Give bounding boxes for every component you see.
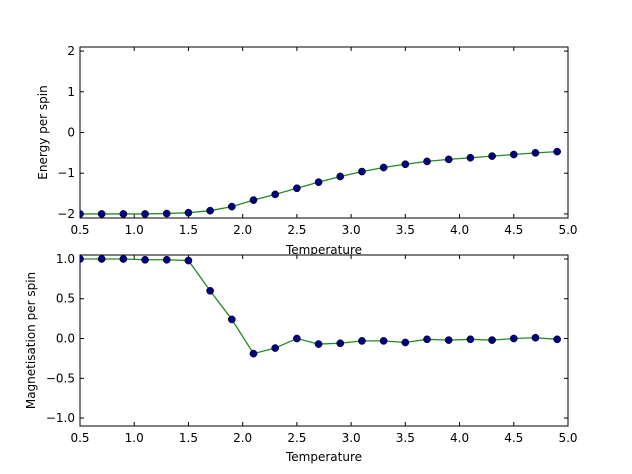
magnetisation-data-point	[466, 335, 475, 344]
energy-data-point	[488, 152, 496, 160]
magnetisation-x-tick-label: 5.0	[558, 431, 577, 445]
energy-data-point	[531, 149, 540, 157]
energy-data-point	[227, 202, 236, 211]
magnetisation-data-point	[553, 335, 562, 344]
energy-x-tick-label: 0.5	[70, 223, 89, 237]
magnetisation-y-tick-label: 1.0	[56, 252, 75, 266]
energy-data-point	[336, 172, 345, 181]
energy-data-point	[80, 210, 84, 218]
energy-data-point	[444, 155, 453, 164]
magnetisation-x-tick-label: 1.0	[125, 431, 144, 445]
magnetisation-data-point	[141, 255, 149, 264]
magnetisation-chart: 0.5 1.0 1.5 2.0 2.5 3.0 3.5 4.0 4.5 5.0 −1.0 −0.5 0.…	[24, 252, 578, 464]
energy-data-point	[184, 208, 193, 217]
energy-data-point	[466, 153, 475, 162]
energy-chart: 0.5 1.0 1.5 2.0 2.5 3.0 3.5 4.0 4.5 5.0 −2 −1 0 1 2 Tem…	[36, 44, 578, 257]
magnetisation-data-point	[358, 337, 366, 345]
magnetisation-y-tick-label: −1.0	[46, 411, 75, 425]
energy-data-point	[97, 210, 106, 218]
energy-data-point	[206, 206, 214, 215]
magnetisation-x-tick-label: 4.5	[504, 431, 523, 445]
energy-data-point	[553, 147, 562, 156]
magnetisation-x-tick-label: 0.5	[70, 431, 89, 445]
magnetisation-data-point	[271, 344, 280, 352]
magnetisation-data-point	[162, 255, 171, 264]
energy-data-point	[249, 196, 258, 204]
magnetisation-data-point	[401, 338, 410, 347]
magnetisation-x-tick-label: 1.5	[179, 431, 198, 445]
energy-plot-frame	[79, 46, 569, 219]
energy-x-tick-label: 4.5	[504, 223, 523, 237]
magnetisation-data-point	[444, 336, 453, 344]
magnetisation-data-point	[293, 334, 301, 343]
energy-y-tick-label: −1	[57, 166, 75, 180]
energy-x-tick-label: 4.0	[450, 223, 469, 237]
energy-data-point	[358, 167, 366, 176]
energy-data-point	[162, 209, 171, 218]
energy-x-tick-label: 5.0	[558, 223, 577, 237]
magnetisation-data-point	[423, 335, 431, 344]
magnetisation-data-point	[119, 255, 128, 263]
energy-data-point	[314, 178, 323, 187]
energy-data-point	[119, 210, 128, 218]
magnetisation-data-point	[184, 256, 193, 265]
energy-x-tick-label: 2.0	[233, 223, 252, 237]
energy-y-tick-label: 0	[67, 126, 75, 140]
energy-data-point	[141, 210, 149, 218]
magnetisation-data-point	[206, 286, 214, 295]
magnetisation-x-tick-label: 2.0	[233, 431, 252, 445]
energy-data-point	[293, 184, 301, 193]
energy-x-tick-label: 2.5	[287, 223, 306, 237]
energy-data-point	[509, 150, 518, 159]
energy-data-area	[80, 147, 562, 218]
magnetisation-data-point	[80, 255, 84, 263]
energy-y-tick-label: −2	[57, 207, 75, 221]
magnetisation-data-point	[97, 255, 106, 263]
energy-x-tick-label: 3.0	[342, 223, 361, 237]
energy-data-point	[423, 157, 431, 166]
energy-data-point	[271, 190, 280, 199]
magnetisation-data-area	[80, 255, 562, 358]
energy-x-tick-label: 1.5	[179, 223, 198, 237]
magnetisation-y-axis-label: Magnetisation per spin	[24, 272, 38, 409]
magnetisation-data-point	[379, 337, 388, 345]
magnetisation-data-point	[249, 349, 258, 358]
energy-y-axis-label: Energy per spin	[36, 85, 50, 179]
energy-x-tick-label: 3.5	[396, 223, 415, 237]
energy-x-axis-label: Temperature	[285, 243, 362, 257]
magnetisation-x-tick-label: 3.0	[342, 431, 361, 445]
magnetisation-x-tick-label: 2.5	[287, 431, 306, 445]
magnetisation-data-point	[531, 333, 540, 342]
magnetisation-data-point	[509, 334, 518, 343]
energy-data-point	[401, 160, 410, 169]
energy-x-tick-label: 1.0	[125, 223, 144, 237]
energy-y-tick-label: 1	[67, 85, 75, 99]
magnetisation-data-point	[227, 315, 236, 324]
magnetisation-y-tick-label: −0.5	[46, 371, 75, 385]
magnetisation-x-axis-label: Temperature	[285, 450, 362, 464]
magnetisation-x-tick-label: 3.5	[396, 431, 415, 445]
magnetisation-data-point	[336, 339, 345, 348]
magnetisation-data-point	[488, 336, 496, 344]
magnetisation-x-tick-label: 4.0	[450, 431, 469, 445]
energy-data-point	[379, 163, 388, 172]
magnetisation-y-tick-label: 0.0	[56, 332, 75, 346]
magnetisation-data-point	[314, 340, 323, 348]
magnetisation-y-tick-label: 0.5	[56, 292, 75, 306]
energy-y-tick-label: 2	[67, 44, 75, 58]
